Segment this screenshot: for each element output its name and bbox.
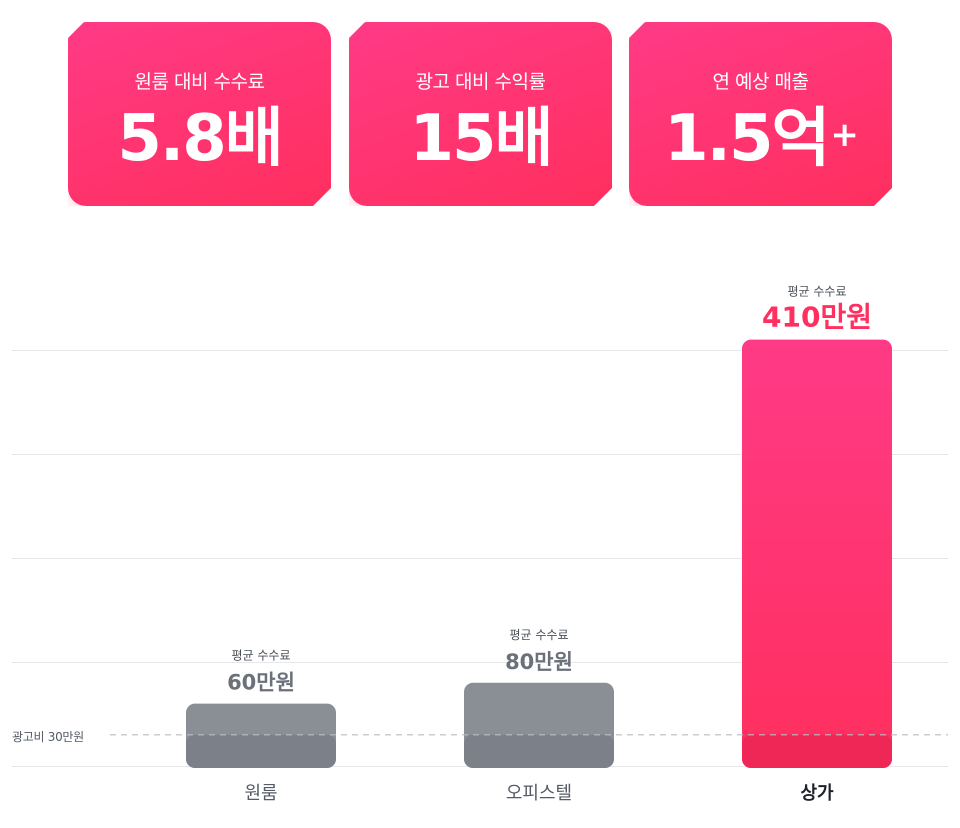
stat-card-value: 1.5억+ [664,102,857,176]
category-label: 원룸 [244,783,277,804]
bar-value-label: 410만원 [762,301,872,334]
category-label: 오피스텔 [506,783,572,804]
reference-band-2 [464,734,614,768]
bar-1 [186,703,336,768]
bar-value-label: 60만원 [227,671,295,695]
reference-line-label: 광고비 30만원 [12,730,84,744]
bar-value-label: 80만원 [505,650,573,674]
stat-card-value: 5.8배 [117,102,282,176]
stat-card-value: 15배 [409,102,552,176]
reference-band-3 [742,734,892,768]
stat-card-annual-revenue: 연 예상 매출 1.5억+ [629,22,892,206]
stat-card-label: 원룸 대비 수수료 [134,71,265,93]
stat-card-commission: 원룸 대비 수수료 5.8배 [68,22,331,206]
bar-3 [742,339,892,768]
bar-caption: 평균 수수료 [787,285,846,299]
bar-caption: 평균 수수료 [231,649,290,663]
bar-2 [464,682,614,768]
stat-card-roi: 광고 대비 수익률 15배 [349,22,612,206]
bar-caption: 평균 수수료 [509,628,568,642]
stat-card-label: 연 예상 매출 [712,71,809,93]
category-label: 상가 [800,783,834,804]
reference-band-1 [186,734,336,768]
plus-mark: + [830,115,857,155]
stat-card-label: 광고 대비 수익률 [415,71,546,93]
